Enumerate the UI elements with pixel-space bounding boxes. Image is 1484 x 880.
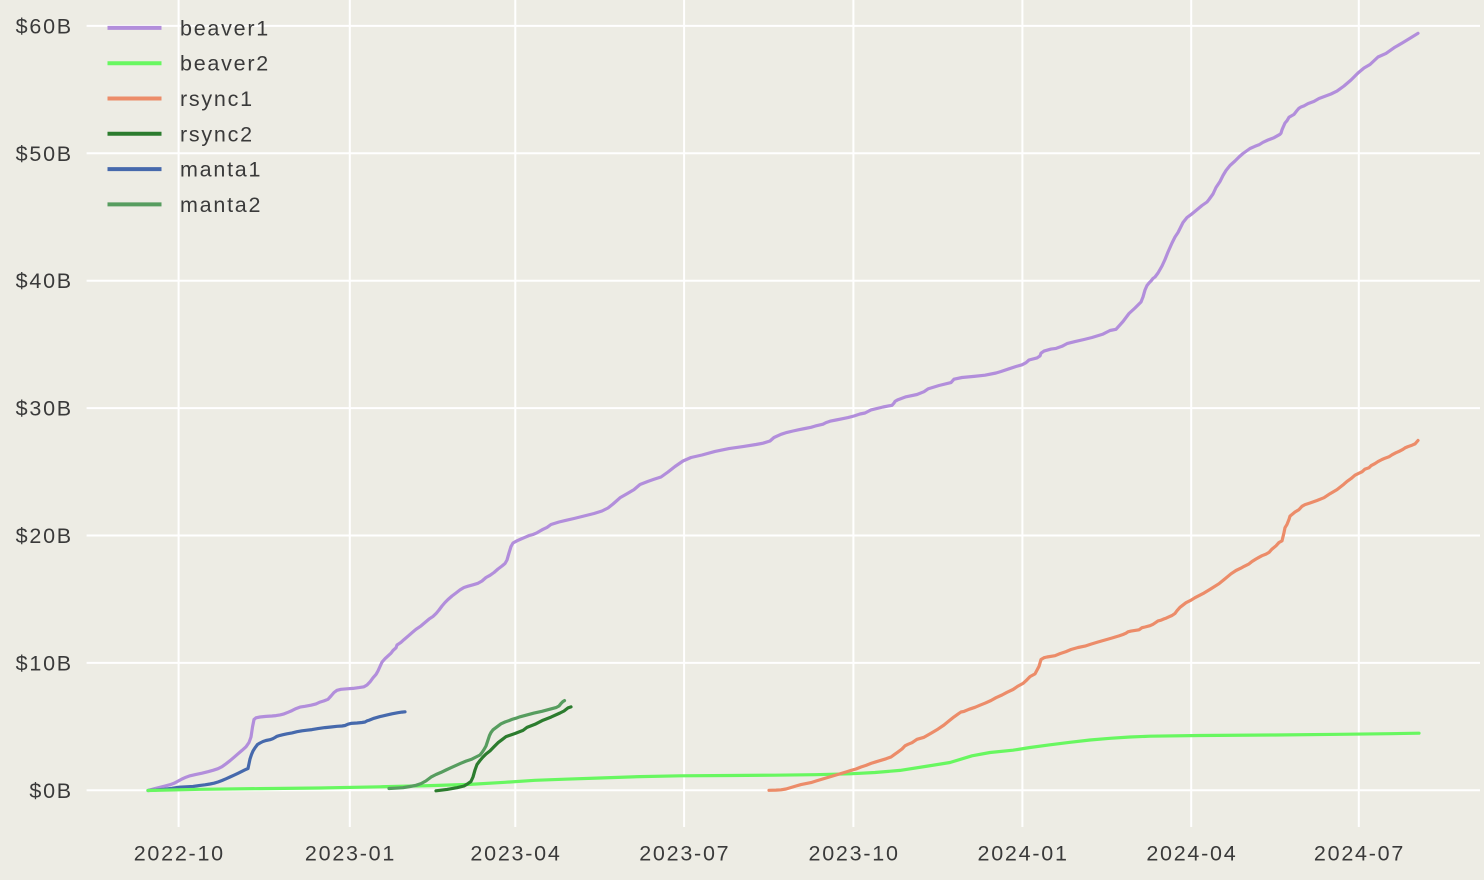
svg-text:$30B: $30B [16,397,73,421]
svg-text:$50B: $50B [16,142,73,166]
svg-text:$60B: $60B [16,14,73,38]
svg-text:rsync1: rsync1 [180,87,254,111]
svg-text:2023-01: 2023-01 [305,842,396,866]
svg-text:2023-07: 2023-07 [639,842,730,866]
svg-text:$20B: $20B [16,524,73,548]
svg-text:2022-10: 2022-10 [134,842,225,866]
svg-text:2024-01: 2024-01 [978,842,1069,866]
svg-text:beaver1: beaver1 [180,16,270,40]
svg-text:manta2: manta2 [180,193,262,217]
svg-text:2023-10: 2023-10 [809,842,900,866]
svg-text:2024-04: 2024-04 [1146,842,1237,866]
svg-text:$0B: $0B [29,779,73,803]
svg-text:rsync2: rsync2 [180,122,254,146]
svg-text:2024-07: 2024-07 [1314,842,1405,866]
svg-text:manta1: manta1 [180,158,262,182]
svg-text:beaver2: beaver2 [180,52,270,76]
svg-text:2023-04: 2023-04 [470,842,561,866]
svg-text:$40B: $40B [16,269,73,293]
svg-text:$10B: $10B [16,651,73,675]
